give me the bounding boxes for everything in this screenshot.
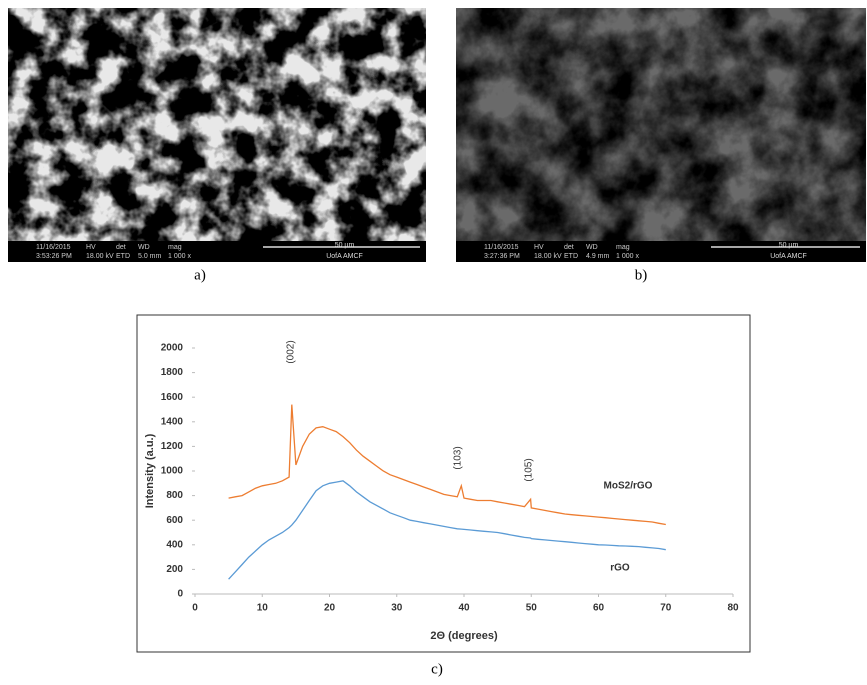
x-tick-label: 40	[458, 603, 470, 614]
sem-texture	[456, 8, 866, 241]
y-tick-label: 1800	[161, 367, 184, 378]
panel-caption: c)	[431, 661, 443, 677]
sem-info-text: mag	[168, 244, 182, 251]
page: {"panels": [ {"caption": "a)", "info": […	[0, 0, 867, 680]
sem-lab: UofA AMCF	[770, 253, 807, 260]
y-tick-label: 800	[166, 490, 183, 501]
series-label: rGO	[610, 563, 630, 574]
sem-info-text: 18.00 kV	[534, 253, 562, 260]
sem-info-text: ETD	[564, 253, 578, 260]
y-tick-label: 1200	[161, 441, 184, 452]
y-tick-label: 600	[166, 515, 183, 526]
panel-caption: b)	[635, 267, 648, 283]
sem-info-text: 1 000 x	[168, 253, 191, 260]
sem-info-text: det	[564, 244, 574, 251]
sem-info-text: ETD	[116, 253, 130, 260]
sem-info-text: HV	[534, 244, 544, 251]
series-label: MoS2/rGO	[604, 481, 653, 492]
figure: 2Θ (degrees) Intensity (a.u.) c) 11/16/2…	[0, 0, 867, 680]
sem-lab: UofA AMCF	[326, 253, 363, 260]
x-tick-label: 60	[593, 603, 605, 614]
y-tick-label: 200	[166, 564, 183, 575]
x-tick-label: 0	[192, 603, 198, 614]
peak-annotation: (002)	[286, 340, 297, 363]
sem-info-text: 3:27:36 PM	[484, 253, 520, 260]
sem-info-text: mag	[616, 244, 630, 251]
y-axis-label: Intensity (a.u.)	[144, 433, 156, 508]
x-tick-label: 80	[727, 603, 739, 614]
y-tick-label: 1600	[161, 392, 184, 403]
peak-annotation: (105)	[524, 458, 535, 481]
sem-info-text: 3:53:26 PM	[36, 253, 72, 260]
x-tick-label: 70	[660, 603, 672, 614]
sem-info-text: 1 000 x	[616, 253, 639, 260]
sem-info-text: WD	[138, 244, 150, 251]
sem-info-text: 11/16/2015	[36, 244, 71, 251]
y-tick-label: 1400	[161, 416, 184, 427]
sem-info-text: 18.00 kV	[86, 253, 114, 260]
chart-frame	[137, 315, 750, 652]
sem-scale: 50 µm	[335, 242, 355, 249]
y-tick-label: 400	[166, 539, 183, 550]
x-tick-label: 20	[324, 603, 336, 614]
y-tick-label: 1000	[161, 466, 184, 477]
sem-scale: 50 µm	[779, 242, 799, 249]
sem-info-text: 11/16/2015	[484, 244, 519, 251]
peak-annotation: (103)	[453, 446, 464, 469]
x-tick-label: 30	[391, 603, 403, 614]
y-tick-label: 0	[177, 589, 183, 600]
y-tick-label: 2000	[161, 343, 184, 354]
panel-caption: a)	[194, 267, 206, 283]
sem-texture	[8, 8, 426, 241]
sem-info-text: det	[116, 244, 126, 251]
x-axis-label: 2Θ (degrees)	[430, 630, 498, 642]
sem-info-text: 4.9 mm	[586, 253, 610, 260]
sem-info-text: WD	[586, 244, 598, 251]
x-tick-label: 50	[526, 603, 538, 614]
sem-info-text: 5.0 mm	[138, 253, 162, 260]
x-tick-label: 10	[257, 603, 269, 614]
sem-info-text: HV	[86, 244, 96, 251]
